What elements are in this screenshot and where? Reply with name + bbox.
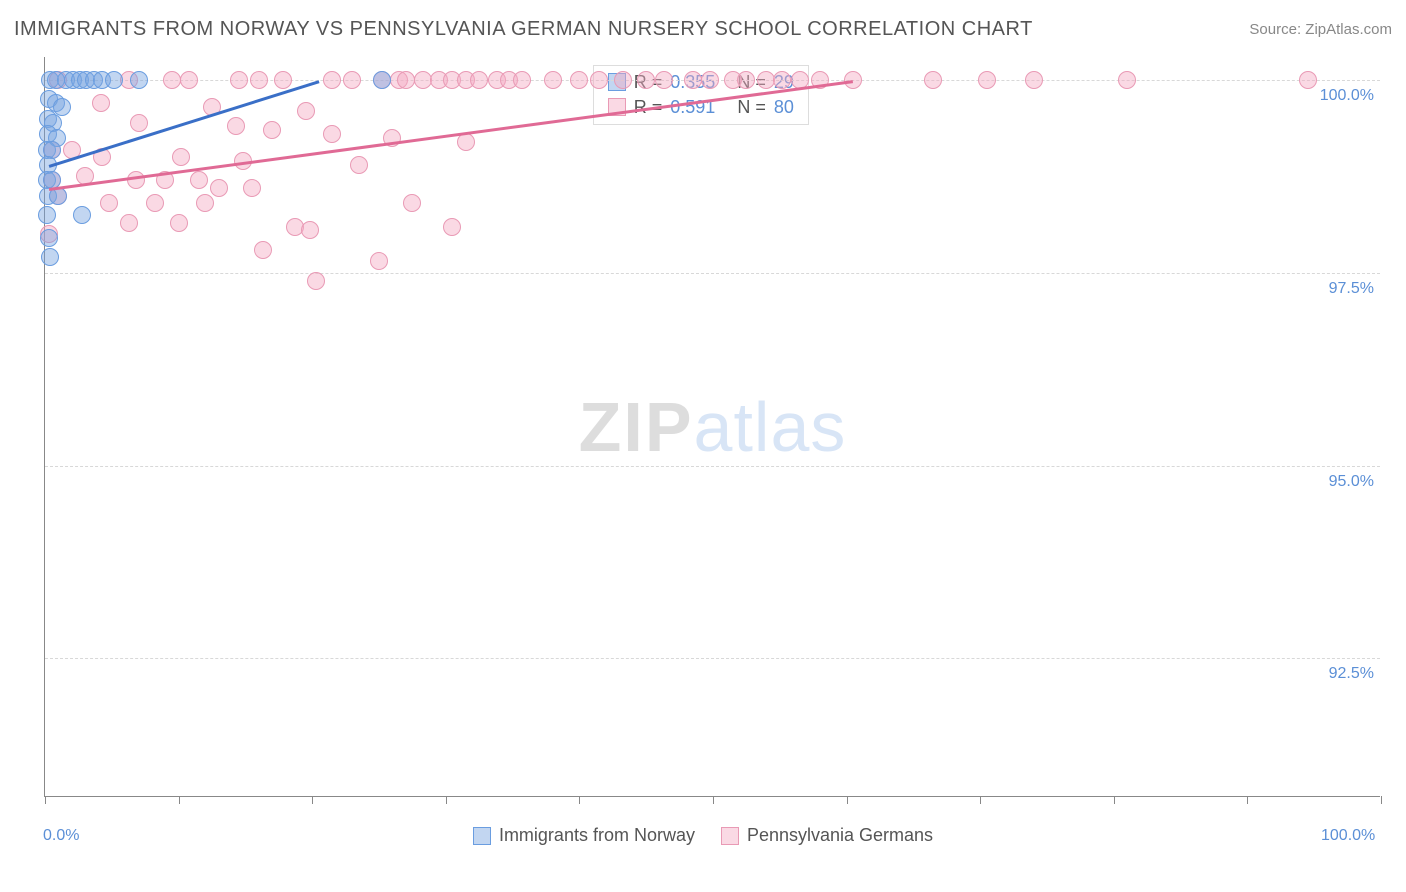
scatter-point [773,71,791,89]
scatter-point [614,71,632,89]
scatter-point [230,71,248,89]
scatter-point [254,241,272,259]
gridline [45,466,1380,467]
scatter-point [323,71,341,89]
scatter-point [1118,71,1136,89]
scatter-point [196,194,214,212]
x-tick [45,796,46,804]
x-tick [1247,796,1248,804]
scatter-point [146,194,164,212]
scatter-point [684,71,702,89]
legend-swatch [473,827,491,845]
scatter-point [403,194,421,212]
x-tick [980,796,981,804]
scatter-plot: ZIPatlas R =0.355N =29R =0.591N =80 92.5… [44,57,1380,797]
scatter-point [130,71,148,89]
x-tick-label: 100.0% [1321,827,1375,845]
y-tick-label: 95.0% [1329,473,1374,491]
scatter-point [637,71,655,89]
scatter-point [180,71,198,89]
scatter-point [190,171,208,189]
x-tick [1114,796,1115,804]
scatter-point [120,214,138,232]
x-tick [579,796,580,804]
scatter-point [513,71,531,89]
x-tick-label: 0.0% [43,827,79,845]
scatter-point [263,121,281,139]
scatter-point [924,71,942,89]
legend-label: Immigrants from Norway [499,825,695,846]
scatter-point [1299,71,1317,89]
scatter-point [544,71,562,89]
legend-label: Pennsylvania Germans [747,825,933,846]
scatter-point [297,102,315,120]
scatter-point [301,221,319,239]
source-attribution: Source: ZipAtlas.com [1249,21,1392,38]
legend-swatch [721,827,739,845]
chart-header: IMMIGRANTS FROM NORWAY VS PENNSYLVANIA G… [0,0,1406,51]
scatter-point [470,71,488,89]
chart-area: Nursery School ZIPatlas R =0.355N =29R =… [14,57,1392,846]
scatter-point [443,218,461,236]
scatter-point [100,194,118,212]
scatter-point [227,117,245,135]
scatter-point [701,71,719,89]
legend-row: R =0.591N =80 [594,95,808,120]
chart-title: IMMIGRANTS FROM NORWAY VS PENNSYLVANIA G… [14,18,1033,41]
scatter-point [41,248,59,266]
scatter-point [397,71,415,89]
x-tick [847,796,848,804]
scatter-point [210,179,228,197]
scatter-point [170,214,188,232]
scatter-point [590,71,608,89]
scatter-point [457,133,475,151]
scatter-point [163,71,181,89]
scatter-point [73,206,91,224]
scatter-point [38,206,56,224]
x-tick [312,796,313,804]
x-tick [1381,796,1382,804]
x-tick [179,796,180,804]
legend-item: Pennsylvania Germans [721,825,933,846]
legend-item: Immigrants from Norway [473,825,695,846]
scatter-point [127,171,145,189]
scatter-point [40,229,58,247]
x-tick [446,796,447,804]
scatter-point [343,71,361,89]
y-tick-label: 92.5% [1329,665,1374,683]
scatter-point [130,114,148,132]
scatter-point [655,71,673,89]
scatter-point [105,71,123,89]
scatter-point [250,71,268,89]
scatter-point [350,156,368,174]
y-tick-label: 100.0% [1320,87,1374,105]
scatter-point [92,94,110,112]
watermark: ZIPatlas [579,387,847,467]
gridline [45,273,1380,274]
scatter-point [323,125,341,143]
scatter-point [978,71,996,89]
scatter-point [243,179,261,197]
series-legend: Immigrants from Norway Pennsylvania Germa… [14,825,1392,846]
scatter-point [1025,71,1043,89]
scatter-point [737,71,755,89]
y-tick-label: 97.5% [1329,280,1374,298]
scatter-point [370,252,388,270]
trend-line [49,80,854,190]
scatter-point [373,71,391,89]
scatter-point [570,71,588,89]
scatter-point [172,148,190,166]
scatter-point [307,272,325,290]
gridline [45,658,1380,659]
x-tick [713,796,714,804]
scatter-point [274,71,292,89]
